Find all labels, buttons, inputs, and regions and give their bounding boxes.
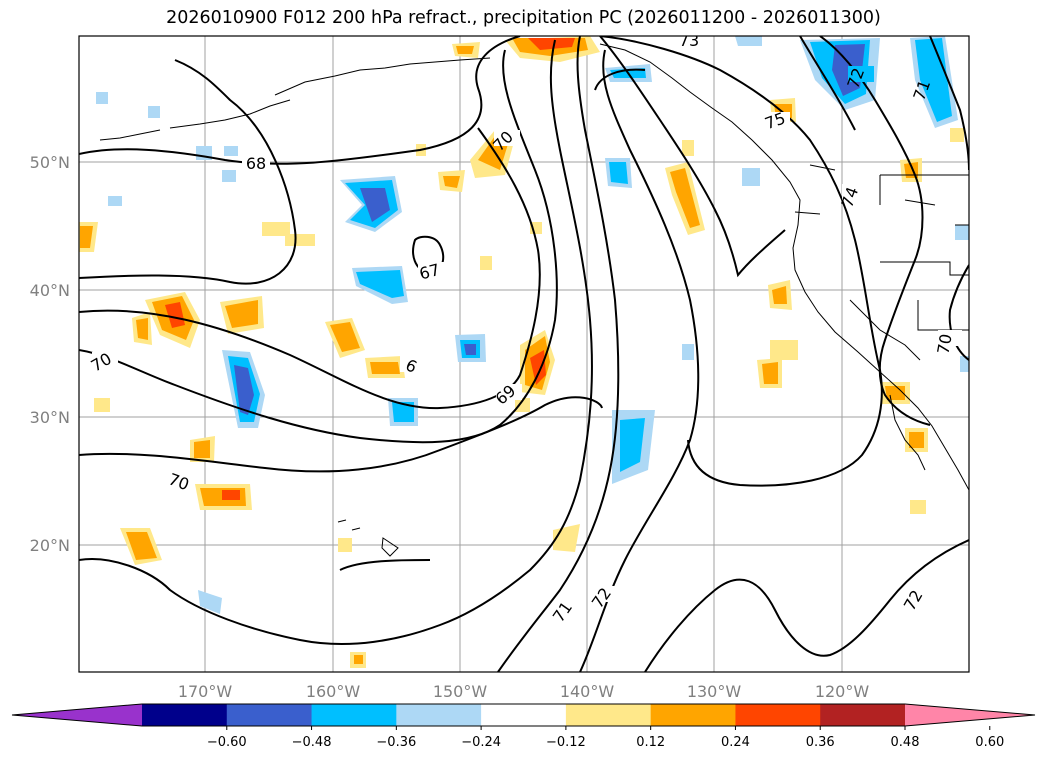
colorbar-tick-label: −0.36 xyxy=(376,735,416,750)
colorbar-segment xyxy=(142,704,228,726)
colorbar-segment xyxy=(735,704,821,726)
colorbar: −0.60 −0.48 −0.36 −0.24 −0.12 0.12 0.24 0.36 0.4… xyxy=(11,703,1036,750)
contour-label-67: 67 xyxy=(417,260,442,284)
lon-label-140w: 140°W xyxy=(560,682,615,701)
colorbar-extend-min xyxy=(12,704,142,726)
lat-label-50n: 50°N xyxy=(30,153,70,172)
colorbar-tick-label: −0.12 xyxy=(546,735,586,750)
lat-label-40n: 40°N xyxy=(30,281,70,300)
colorbar-tick-label: 0.24 xyxy=(721,735,750,750)
contour-label-70-east: 70 xyxy=(933,332,955,355)
colorbar-tick-label: 0.36 xyxy=(806,735,835,750)
colorbar-segment xyxy=(565,704,652,726)
refractivity-contours xyxy=(79,36,969,672)
colorbar-segment xyxy=(311,704,397,726)
longitude-labels: 170°W 160°W 150°W 140°W 130°W 120°W xyxy=(178,682,870,701)
colorbar-tick-label: −0.60 xyxy=(207,735,247,750)
lon-label-150w: 150°W xyxy=(433,682,488,701)
colorbar-tick-label: −0.24 xyxy=(461,735,501,750)
latitude-labels: 50°N 40°N 30°N 20°N xyxy=(30,153,70,555)
colorbar-segment xyxy=(650,704,736,726)
colorbar-tick-label: 0.60 xyxy=(975,735,1004,750)
lon-label-160w: 160°W xyxy=(306,682,361,701)
colorbar-segment xyxy=(820,704,906,726)
lon-label-130w: 130°W xyxy=(687,682,742,701)
contour-label-73: 73 xyxy=(679,31,699,50)
map-title: 2026010900 F012 200 hPa refract., precip… xyxy=(166,8,881,28)
colorbar-segment xyxy=(481,704,567,726)
lat-label-30n: 30°N xyxy=(30,408,70,427)
lon-label-170w: 170°W xyxy=(178,682,233,701)
lon-label-120w: 120°W xyxy=(815,682,870,701)
colorbar-segment xyxy=(226,704,313,726)
contour-label-68: 68 xyxy=(246,154,266,173)
map-frame xyxy=(78,35,970,673)
colorbar-tick-label: −0.48 xyxy=(292,735,332,750)
colorbar-tick-label: 0.48 xyxy=(891,735,920,750)
lat-label-20n: 20°N xyxy=(30,536,70,555)
coastlines xyxy=(99,43,969,557)
colorbar-extend-max xyxy=(905,704,1035,726)
colorbar-outline xyxy=(11,703,1036,727)
colorbar-segment xyxy=(396,704,482,726)
colorbar-tick-label: 0.12 xyxy=(636,735,665,750)
map-area: 73 72 71 70 75 68 74 67 70 6 70 69 70 xyxy=(79,31,969,672)
